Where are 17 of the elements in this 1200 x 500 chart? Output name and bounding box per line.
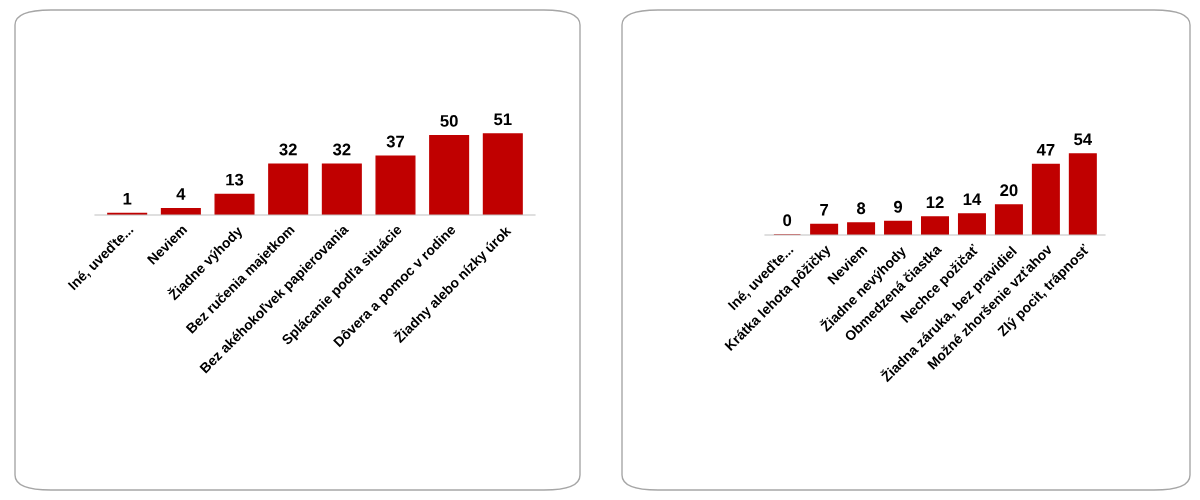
data-label: 50 (440, 114, 458, 127)
data-label: 14 (963, 193, 982, 205)
data-label: 32 (332, 143, 351, 156)
data-label: 7 (820, 204, 829, 216)
data-label: 9 (893, 200, 903, 213)
data-label: 13 (226, 173, 244, 186)
data-label: 54 (1074, 133, 1093, 146)
data-label: 32 (279, 143, 297, 156)
data-label: 0 (783, 214, 792, 227)
data-label: 8 (856, 202, 866, 215)
data-label: 1 (123, 192, 132, 205)
data-label: 51 (494, 113, 512, 126)
data-label: 4 (176, 188, 186, 200)
data-label: 12 (926, 196, 944, 208)
data-label: 20 (1000, 184, 1018, 197)
data-label: 37 (386, 135, 405, 148)
data-label: 47 (1036, 144, 1055, 156)
